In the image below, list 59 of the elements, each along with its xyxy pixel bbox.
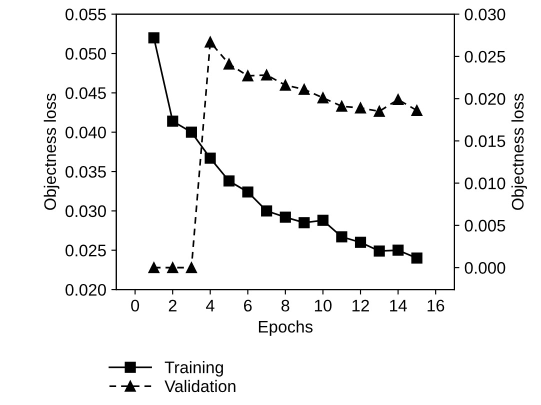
y-tick-label: 0.055 [66, 8, 106, 20]
y2-tick-label: 0.000 [464, 262, 506, 274]
point [298, 217, 310, 228]
x-tick-label: 12 [352, 300, 369, 312]
point [223, 175, 235, 187]
point [411, 104, 422, 116]
y-tick-label: 0.025 [66, 244, 106, 256]
point [374, 245, 385, 257]
point [374, 106, 385, 117]
x-tick-label: 0 [131, 300, 140, 312]
point [242, 186, 254, 198]
point [280, 80, 291, 91]
x-tick-label: 2 [168, 300, 176, 312]
point [392, 244, 404, 256]
y-axis-title: Objectness loss [44, 94, 60, 210]
point [167, 116, 178, 127]
x-tick-label: 14 [390, 300, 407, 312]
y2-tick-label: 0.010 [464, 178, 506, 190]
y2-tick-label: 0.025 [464, 50, 506, 63]
point [186, 262, 198, 274]
point [317, 92, 329, 104]
legend-label: Training [164, 361, 223, 377]
y2-tick-label: 0.030 [464, 8, 506, 20]
y-tick-label: 0.045 [66, 87, 106, 100]
point [148, 262, 160, 274]
y-tick-label: 0.050 [66, 48, 106, 60]
x-tick-label: 6 [244, 300, 252, 312]
point [148, 32, 160, 44]
x-tick-label: 8 [281, 300, 290, 312]
point [242, 70, 254, 82]
point [411, 252, 422, 264]
x-axis-title: Epochs [258, 320, 313, 336]
y-tick-label: 0.020 [66, 284, 106, 296]
legend-label: Validation [164, 380, 236, 392]
y-tick-label: 0.030 [66, 205, 106, 218]
y-tick-label: 0.040 [66, 126, 106, 138]
point [167, 262, 178, 274]
point [336, 100, 348, 112]
x-tick-label: 10 [314, 300, 332, 312]
y-tick-label: 0.035 [66, 166, 106, 178]
point [186, 126, 198, 138]
point [204, 152, 216, 164]
point [392, 94, 404, 106]
point [280, 212, 291, 223]
x-tick-label: 16 [428, 300, 444, 312]
point [354, 102, 366, 114]
y2-tick-label: 0.020 [464, 93, 506, 105]
y2-axis-title: Objectness loss [511, 94, 527, 210]
point [317, 214, 329, 226]
x-tick-label: 4 [206, 300, 214, 312]
point [223, 58, 235, 70]
point [261, 205, 272, 216]
point [298, 84, 310, 95]
point [204, 36, 216, 48]
point [354, 236, 366, 248]
y2-tick-label: 0.005 [464, 220, 506, 232]
point [336, 231, 348, 242]
point [261, 69, 272, 81]
y2-tick-label: 0.015 [464, 135, 506, 148]
